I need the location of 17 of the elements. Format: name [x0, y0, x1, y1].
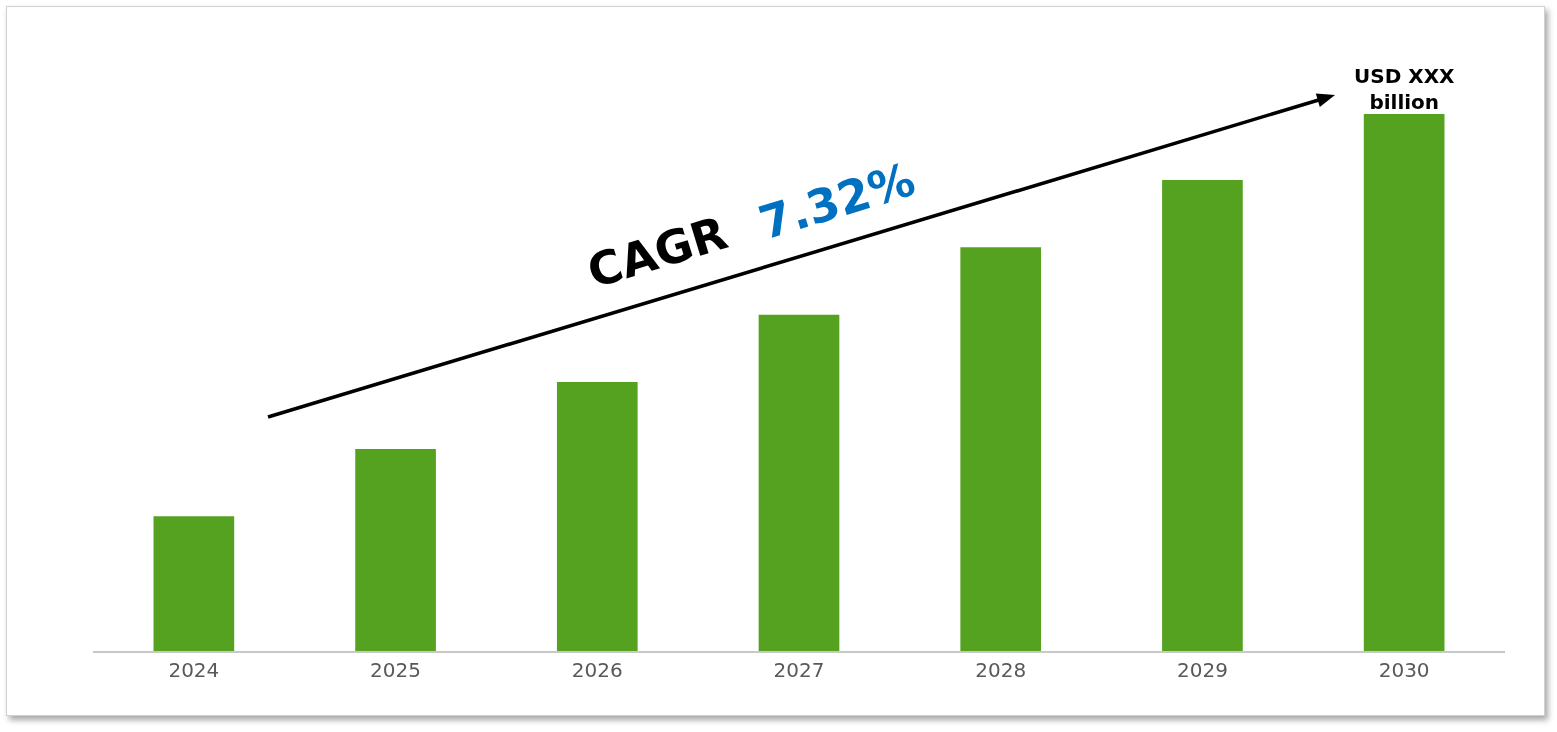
bar: [1162, 180, 1243, 651]
bar: [153, 516, 235, 651]
x-tick-label: 2026: [571, 657, 623, 682]
annotation: USD XXX billion: [1354, 64, 1456, 114]
x-tick-label: 2028: [975, 657, 1027, 682]
x-tick-label: 2030: [1378, 657, 1430, 682]
bar: [1363, 114, 1445, 651]
bar: [758, 314, 840, 651]
x-tick-label: 2027: [773, 657, 825, 682]
x-tick-label: 2024: [168, 657, 220, 682]
x-tick-label: 2025: [370, 657, 422, 682]
bar: [960, 247, 1042, 651]
annotation: 7.32%: [752, 151, 922, 251]
x-tick-label: 2029: [1176, 657, 1228, 682]
bar: [355, 449, 436, 651]
bar: [556, 381, 638, 651]
annotation: CAGR: [581, 205, 734, 299]
